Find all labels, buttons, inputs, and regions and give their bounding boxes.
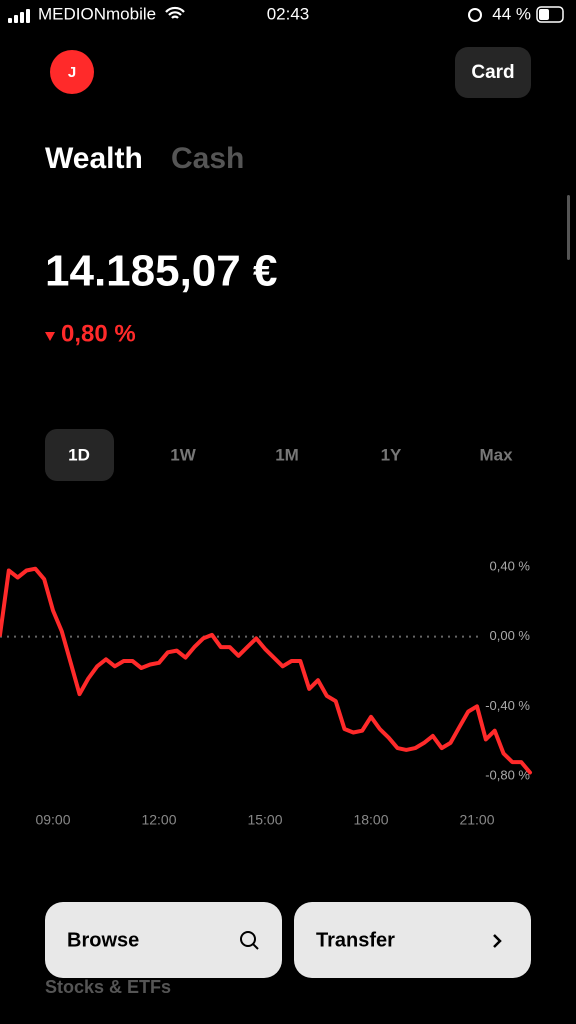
avatar[interactable]: [50, 50, 94, 94]
search-icon: [240, 931, 259, 950]
section-title: Stocks & ETFs: [45, 977, 171, 997]
card-button[interactable]: [455, 47, 531, 98]
wifi-icon: [165, 6, 185, 19]
battery-level: [539, 9, 549, 20]
range-option[interactable]: 1M: [275, 445, 299, 464]
tab-wealth[interactable]: Wealth: [45, 142, 143, 175]
signal-icon: [8, 9, 30, 23]
y-tick-label: -0,40 %: [485, 698, 530, 713]
range-option[interactable]: 1W: [170, 445, 196, 464]
battery-percent: 44 %: [492, 4, 531, 23]
browse-button[interactable]: [45, 902, 282, 978]
x-tick-label: 09:00: [35, 812, 70, 828]
range-selected: [45, 429, 114, 481]
lock-icon: [468, 8, 482, 22]
balance: 14.185,07 €: [45, 247, 277, 296]
x-tick-label: 15:00: [247, 812, 282, 828]
range-option[interactable]: 1Y: [381, 445, 402, 464]
browse-label: Browse: [67, 929, 139, 951]
y-tick-label: -0,80 %: [485, 767, 530, 782]
clock: 02:43: [267, 4, 310, 23]
x-tick-label: 12:00: [141, 812, 176, 828]
y-tick-label: 0,40 %: [490, 558, 531, 573]
transfer-button[interactable]: [294, 902, 531, 978]
scrollbar: [567, 195, 570, 260]
change: 0,80 %: [61, 320, 136, 347]
down-arrow: [45, 332, 55, 341]
transfer-label: Transfer: [316, 929, 395, 951]
battery-icon: [536, 6, 564, 23]
avatar-initial: J: [68, 64, 76, 81]
chevron-icon: [493, 934, 502, 948]
tab-cash[interactable]: Cash: [171, 142, 244, 175]
range-option[interactable]: Max: [479, 445, 513, 464]
card-label: Card: [471, 62, 514, 83]
carrier: MEDIONmobile: [38, 4, 156, 23]
range-option[interactable]: 1D: [68, 445, 90, 464]
x-tick-label: 21:00: [459, 812, 494, 828]
chart: 0,40 % 0,00 % -0,40 % -0,80 % 09:00 12:00 15:0…: [0, 558, 532, 828]
x-tick-label: 18:00: [353, 812, 388, 828]
price-line: [0, 566, 532, 775]
y-tick-label: 0,00 %: [490, 628, 531, 643]
